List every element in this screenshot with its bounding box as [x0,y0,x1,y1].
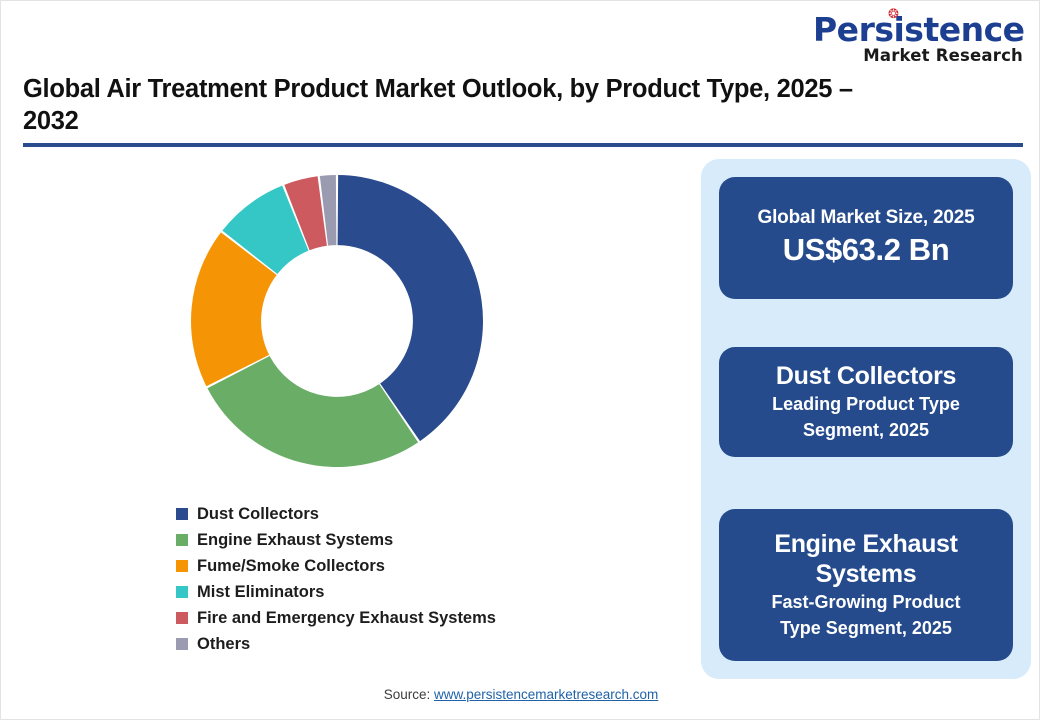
highlights-panel: Global Market Size, 2025 US$63.2 Bn Dust… [701,159,1031,679]
legend-item: Fire and Emergency Exhaust Systems [176,605,656,631]
chart-panel: Dust Collectors Engine Exhaust Systems Fum… [21,161,681,671]
legend-item-label: Fire and Emergency Exhaust Systems [197,608,496,627]
source-label: Source: [383,687,434,702]
donut-slice [222,185,309,274]
title-divider [23,143,1023,147]
legend-item: Mist Eliminators [176,579,656,605]
logo-wordmark: Persistence ❂ [813,7,1025,49]
legend-color-swatch [176,638,188,650]
donut-chart-svg [191,175,483,467]
legend-color-swatch [176,560,188,572]
legend-item: Engine Exhaust Systems [176,527,656,553]
legend-item-label: Fume/Smoke Collectors [197,556,385,575]
legend-color-swatch [176,612,188,624]
legend-color-swatch [176,508,188,520]
stat-card-subline-2: Segment, 2025 [802,419,930,440]
legend-item-label: Dust Collectors [197,504,319,523]
stat-card-value: US$63.2 Bn [782,232,950,268]
source-footer: Source: www.persistencemarketresearch.co… [1,687,1040,702]
legend-item: Fume/Smoke Collectors [176,553,656,579]
donut-slice [191,232,277,387]
page-title-text: Global Air Treatment Product Market Outl… [23,75,853,136]
stat-card-fastest-growing-segment: Engine Exhaust Systems Fast-Growing Prod… [719,509,1013,661]
donut-chart [187,171,487,471]
donut-slice [207,355,419,467]
logo-wordmark-text: Persistence [813,10,1025,49]
stat-card-subline-2: Type Segment, 2025 [780,617,952,638]
stat-card-headline-2: Systems [815,559,917,588]
donut-slice [284,176,327,251]
legend-color-swatch [176,534,188,546]
stat-card-leading-segment: Dust Collectors Leading Product Type Seg… [719,347,1013,457]
legend-item: Dust Collectors [176,501,656,527]
legend-item-label: Mist Eliminators [197,582,325,601]
page-title: Global Air Treatment Product Market Outl… [23,73,883,137]
donut-slice [319,175,337,246]
legend-item-label: Others [197,634,251,653]
stat-card-headline: Dust Collectors [775,361,957,390]
stat-card-label: Global Market Size, 2025 [757,206,975,228]
donut-slice [337,175,483,442]
donut-slice-group [191,175,483,467]
stat-card-market-size: Global Market Size, 2025 US$63.2 Bn [719,177,1013,299]
stat-card-headline-1: Engine Exhaust [774,530,958,559]
source-link[interactable]: www.persistencemarketresearch.com [433,687,659,702]
stat-card-subline-1: Fast-Growing Product [771,592,961,613]
chart-legend: Dust Collectors Engine Exhaust Systems Fum… [176,501,656,657]
legend-color-swatch [176,586,188,598]
legend-item-label: Engine Exhaust Systems [197,530,394,549]
company-logo: Persistence ❂ Market Research [813,7,1025,65]
stat-card-subline-1: Leading Product Type [772,394,960,415]
legend-item: Others [176,631,656,657]
logo-tagline: Market Research [863,46,1023,65]
flower-dot-icon: ❂ [888,7,899,22]
